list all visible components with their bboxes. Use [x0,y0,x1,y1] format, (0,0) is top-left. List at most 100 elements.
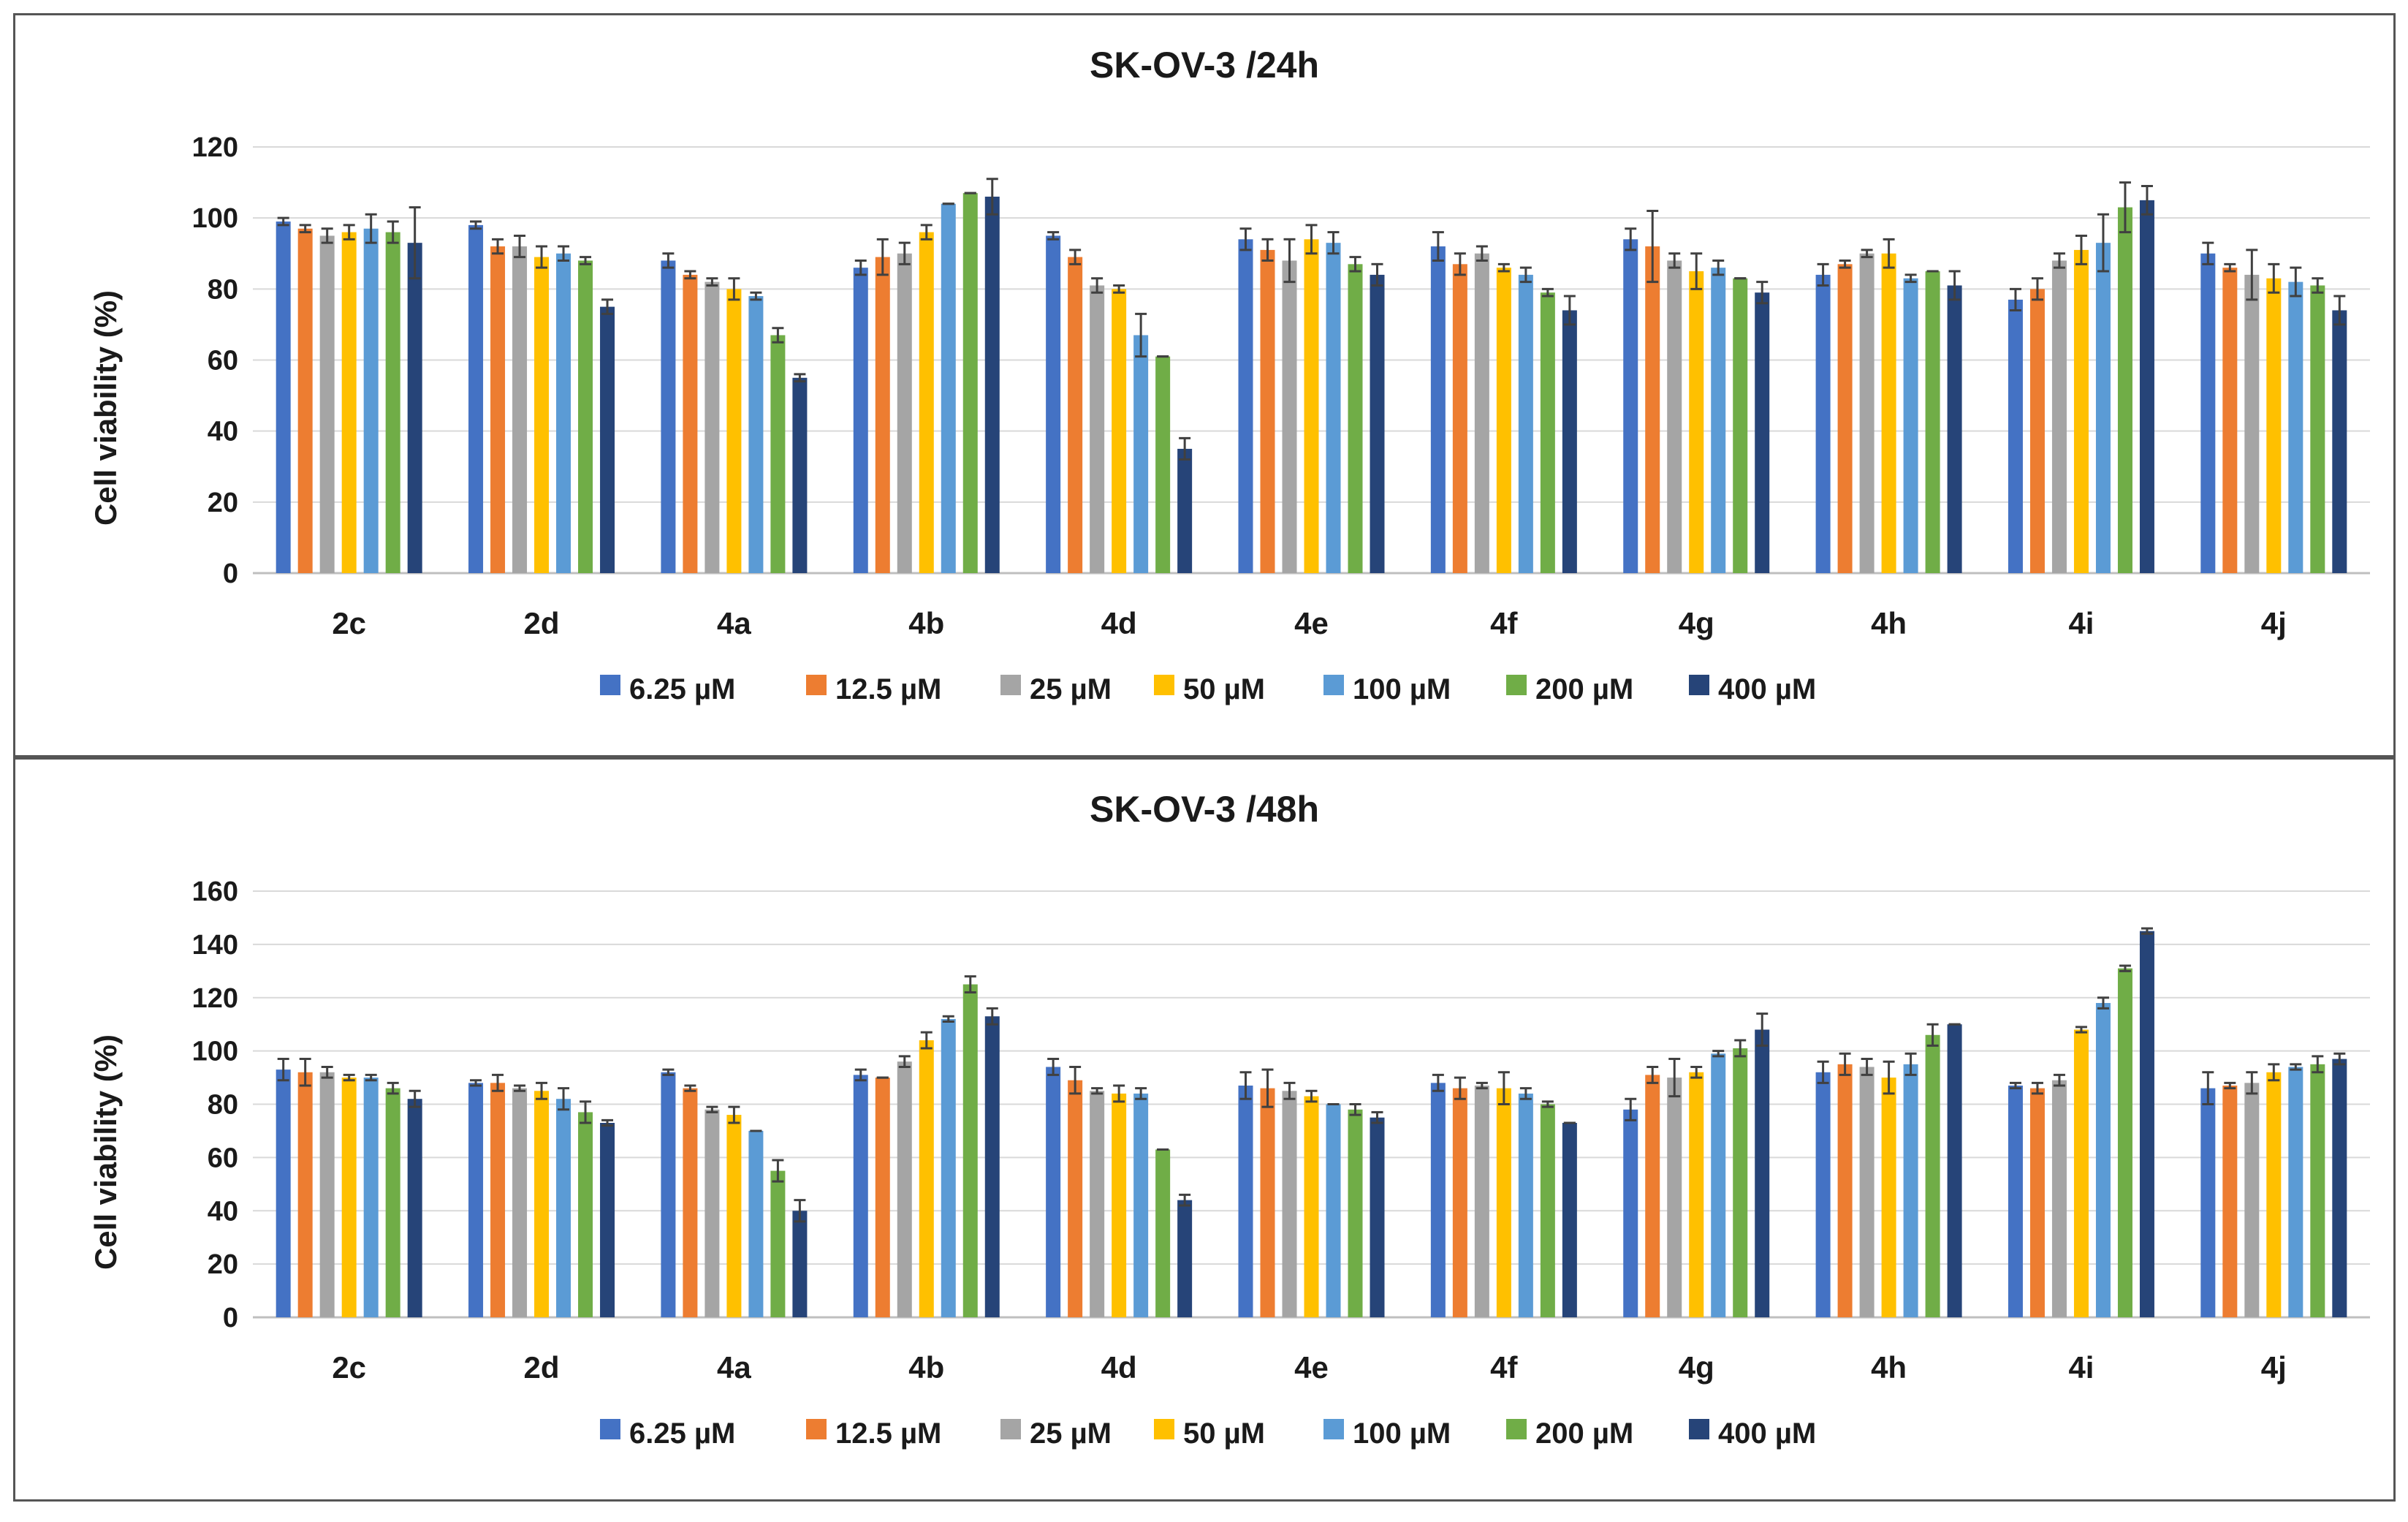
bar [2008,1085,2023,1317]
bar [1326,1104,1341,1317]
bar [490,1083,506,1317]
bar [2051,1080,2067,1317]
x-tick-label: 4h [1871,606,1907,640]
x-tick-label: 2d [524,1350,560,1385]
chart-title: SK-OV-3 /24h [1090,45,1319,86]
bar [1238,239,1253,573]
bar [1090,285,1105,573]
x-tick-label: 4g [1679,606,1714,640]
bar [1689,271,1704,573]
bar [875,257,890,573]
bar [1562,1123,1577,1317]
legend-item: 100 µM [1323,1417,1451,1450]
legend-swatch [1154,1419,1174,1439]
y-tick-label: 40 [208,1196,238,1227]
bar [704,1109,720,1317]
y-tick-label: 20 [208,1249,238,1280]
bar [1238,1085,1253,1317]
bar [578,1112,593,1317]
bar [363,1078,379,1317]
legend-swatch [1506,675,1527,695]
x-tick-label: 4a [717,606,751,640]
legend-item: 6.25 µM [600,673,735,705]
y-tick-label: 120 [192,132,238,163]
bar [1755,292,1770,573]
bar [792,1211,808,1317]
bar [1881,1078,1896,1317]
bar [1452,264,1467,573]
bar [1474,253,1489,573]
bar [1452,1088,1467,1317]
chart-panel-48h: SK-OV-3 /48h 0 20 40 60 80 100 120 140 160 2c 2d 4a… [13,757,2396,1502]
bar [1540,292,1555,573]
bar [534,1091,550,1317]
bar [1837,264,1853,573]
bar [385,232,400,573]
bar [2008,299,2023,573]
bar [2332,1059,2347,1317]
bar [1348,1109,1363,1317]
bar [704,281,720,573]
bar [853,268,868,573]
bar [1155,1149,1171,1317]
bar [341,232,357,573]
chart-panel-24h: SK-OV-3 /24h 0 20 40 60 80 100 120 2c 2d 4a 4b 4d 4e… [13,13,2396,757]
bar [1947,1024,1962,1317]
bar [1260,249,1275,573]
legend-item: 400 µM [1689,1417,1816,1450]
bar [1623,239,1638,573]
bar [2200,253,2216,573]
bar [1177,1200,1193,1317]
legend-label: 200 µM [1535,673,1633,705]
bar [556,253,571,573]
legend-swatch [1154,675,1174,695]
bar [1711,268,1726,573]
bar [1667,260,1682,573]
bar [726,1115,742,1317]
y-tick-label: 60 [208,346,238,376]
bar [407,1099,422,1317]
bar [1859,1067,1875,1317]
bar [1881,253,1896,573]
bar [297,228,313,573]
bar [468,1083,484,1317]
bar [490,246,506,573]
bar [1155,356,1171,573]
legend-item: 25 µM [1000,673,1112,705]
bar [941,203,956,573]
bar [363,228,379,573]
bar [2244,1083,2260,1317]
bar [1046,235,1061,573]
legend-swatch [1689,675,1709,695]
x-tick-label: 4b [908,1350,944,1385]
bar [1815,274,1831,573]
bar [407,243,422,573]
x-tick-label: 2c [332,1350,366,1385]
bar [1430,1083,1446,1317]
bar [1090,1091,1105,1317]
legend-swatch [806,675,827,695]
bar [853,1075,868,1317]
bar [897,253,912,573]
bar [2139,931,2154,1317]
bar [1370,1117,1385,1317]
bar [748,1130,764,1317]
bar [1133,335,1149,573]
chart-svg-24h: SK-OV-3 /24h 0 20 40 60 80 100 120 2c 2d 4a 4b 4d 4e… [88,45,2370,705]
bar [1304,239,1319,573]
x-tick-label: 4i [2068,606,2094,640]
bar [1046,1067,1061,1317]
bar [919,1040,934,1317]
bar [1282,1091,1297,1317]
bar [1430,246,1446,573]
bar [1623,1109,1638,1317]
legend-label: 400 µM [1718,1417,1816,1450]
legend-label: 100 µM [1353,673,1451,705]
legend-item: 12.5 µM [806,673,941,705]
bar [319,235,335,573]
bar [1925,1034,1940,1317]
y-axis-label: Cell viability (%) [88,290,123,526]
bar [1112,1093,1127,1317]
x-tick-label: 4i [2068,1350,2094,1385]
x-tick-label: 4h [1871,1350,1907,1385]
